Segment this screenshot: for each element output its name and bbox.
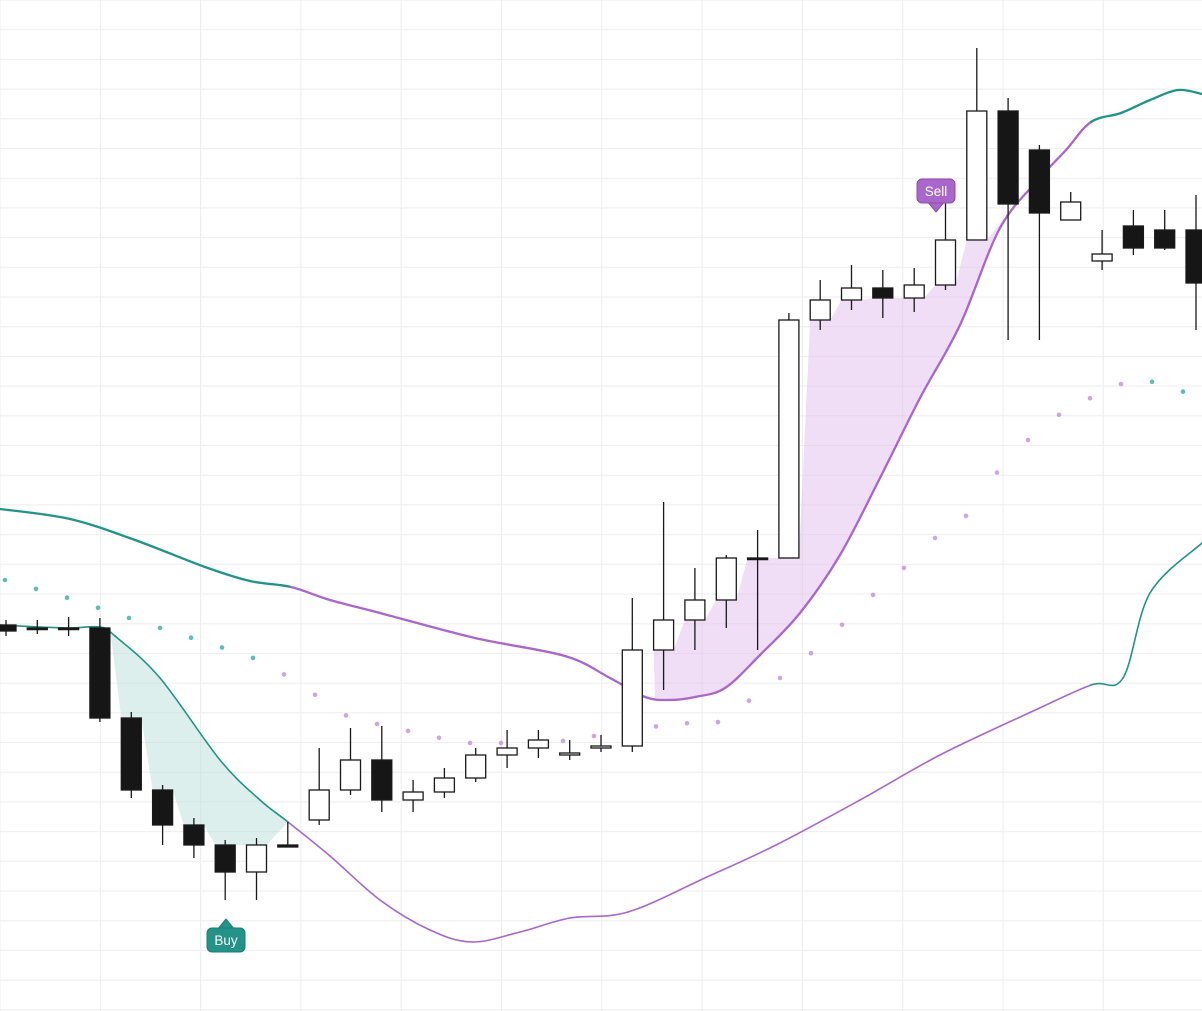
svg-text:Buy: Buy xyxy=(214,933,238,948)
svg-text:Sell: Sell xyxy=(925,184,948,199)
